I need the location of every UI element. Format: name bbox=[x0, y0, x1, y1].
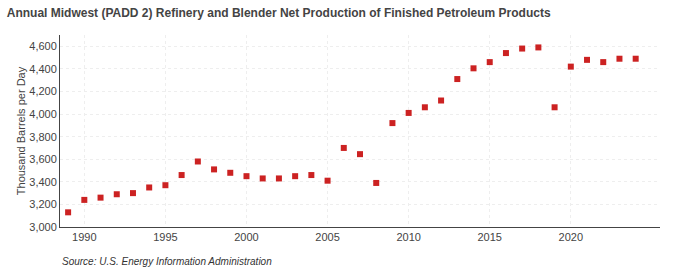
svg-text:1995: 1995 bbox=[153, 231, 177, 243]
svg-text:4,200: 4,200 bbox=[29, 85, 57, 97]
svg-text:3,600: 3,600 bbox=[29, 153, 57, 165]
svg-text:1990: 1990 bbox=[72, 231, 96, 243]
svg-text:3,400: 3,400 bbox=[29, 176, 57, 188]
svg-text:2000: 2000 bbox=[234, 231, 258, 243]
svg-text:2010: 2010 bbox=[396, 231, 420, 243]
svg-text:Source: U.S. Energy Informatio: Source: U.S. Energy Information Administ… bbox=[62, 256, 272, 267]
svg-text:4,400: 4,400 bbox=[29, 63, 57, 75]
svg-text:2015: 2015 bbox=[477, 231, 501, 243]
svg-text:Annual Midwest (PADD 2) Refine: Annual Midwest (PADD 2) Refinery and Ble… bbox=[7, 6, 551, 20]
svg-text:3,000: 3,000 bbox=[29, 221, 57, 233]
svg-text:Thousand Barrels per Day: Thousand Barrels per Day bbox=[15, 66, 27, 195]
svg-text:3,200: 3,200 bbox=[29, 198, 57, 210]
svg-text:4,600: 4,600 bbox=[29, 40, 57, 52]
svg-text:4,000: 4,000 bbox=[29, 108, 57, 120]
svg-text:2005: 2005 bbox=[315, 231, 339, 243]
svg-text:2020: 2020 bbox=[559, 231, 583, 243]
svg-text:3,800: 3,800 bbox=[29, 131, 57, 143]
